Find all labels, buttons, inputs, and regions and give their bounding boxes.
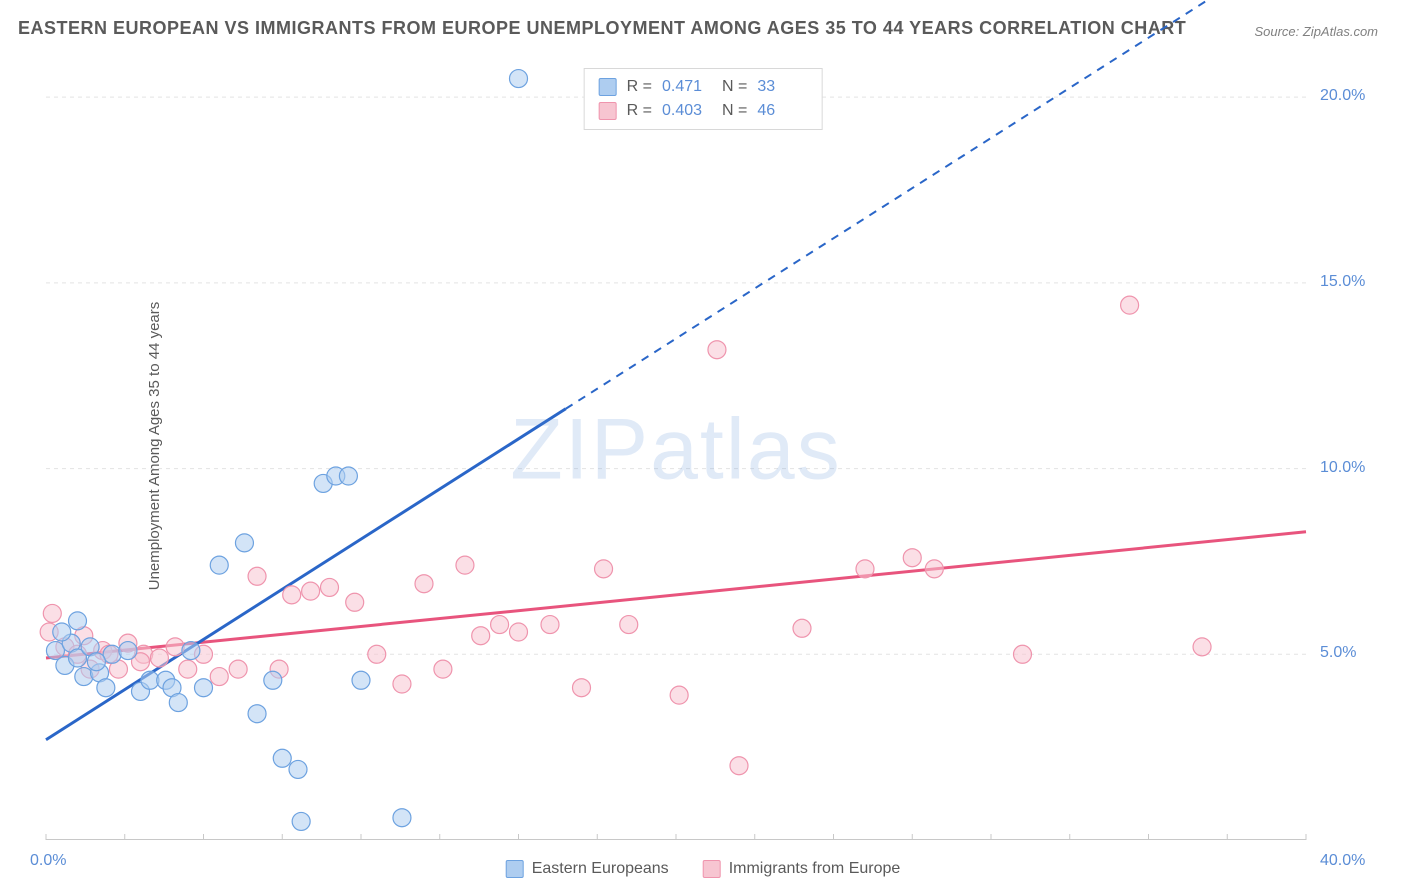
chart-title: EASTERN EUROPEAN VS IMMIGRANTS FROM EURO… xyxy=(18,18,1186,39)
legend-item-b: Immigrants from Europe xyxy=(703,860,901,878)
y-tick-label: 15.0% xyxy=(1320,273,1365,291)
plot-area: ZIPatlas xyxy=(46,60,1306,840)
swatch-series-b xyxy=(703,860,721,878)
n-label: N = xyxy=(722,99,747,123)
x-tick-label: 40.0% xyxy=(1320,852,1365,870)
swatch-series-a xyxy=(506,860,524,878)
n-label: N = xyxy=(722,75,747,99)
y-tick-label: 10.0% xyxy=(1320,459,1365,477)
y-tick-label: 20.0% xyxy=(1320,87,1365,105)
correlation-chart: EASTERN EUROPEAN VS IMMIGRANTS FROM EURO… xyxy=(0,0,1406,892)
swatch-series-a xyxy=(599,78,617,96)
n-value-a: 33 xyxy=(757,75,807,99)
legend-label-a: Eastern Europeans xyxy=(532,860,669,878)
stats-row-b: R = 0.403 N = 46 xyxy=(599,99,808,123)
legend-item-a: Eastern Europeans xyxy=(506,860,669,878)
stats-legend: R = 0.471 N = 33 R = 0.403 N = 46 xyxy=(584,68,823,130)
r-value-b: 0.403 xyxy=(662,99,712,123)
n-value-b: 46 xyxy=(757,99,807,123)
swatch-series-b xyxy=(599,102,617,120)
r-label: R = xyxy=(627,75,652,99)
source-attribution: Source: ZipAtlas.com xyxy=(1254,24,1378,39)
plot-svg xyxy=(46,60,1306,840)
r-value-a: 0.471 xyxy=(662,75,712,99)
x-tick-label: 0.0% xyxy=(30,852,66,870)
stats-row-a: R = 0.471 N = 33 xyxy=(599,75,808,99)
legend-label-b: Immigrants from Europe xyxy=(729,860,901,878)
r-label: R = xyxy=(627,99,652,123)
y-tick-label: 5.0% xyxy=(1320,644,1356,662)
bottom-legend: Eastern Europeans Immigrants from Europe xyxy=(506,860,901,878)
